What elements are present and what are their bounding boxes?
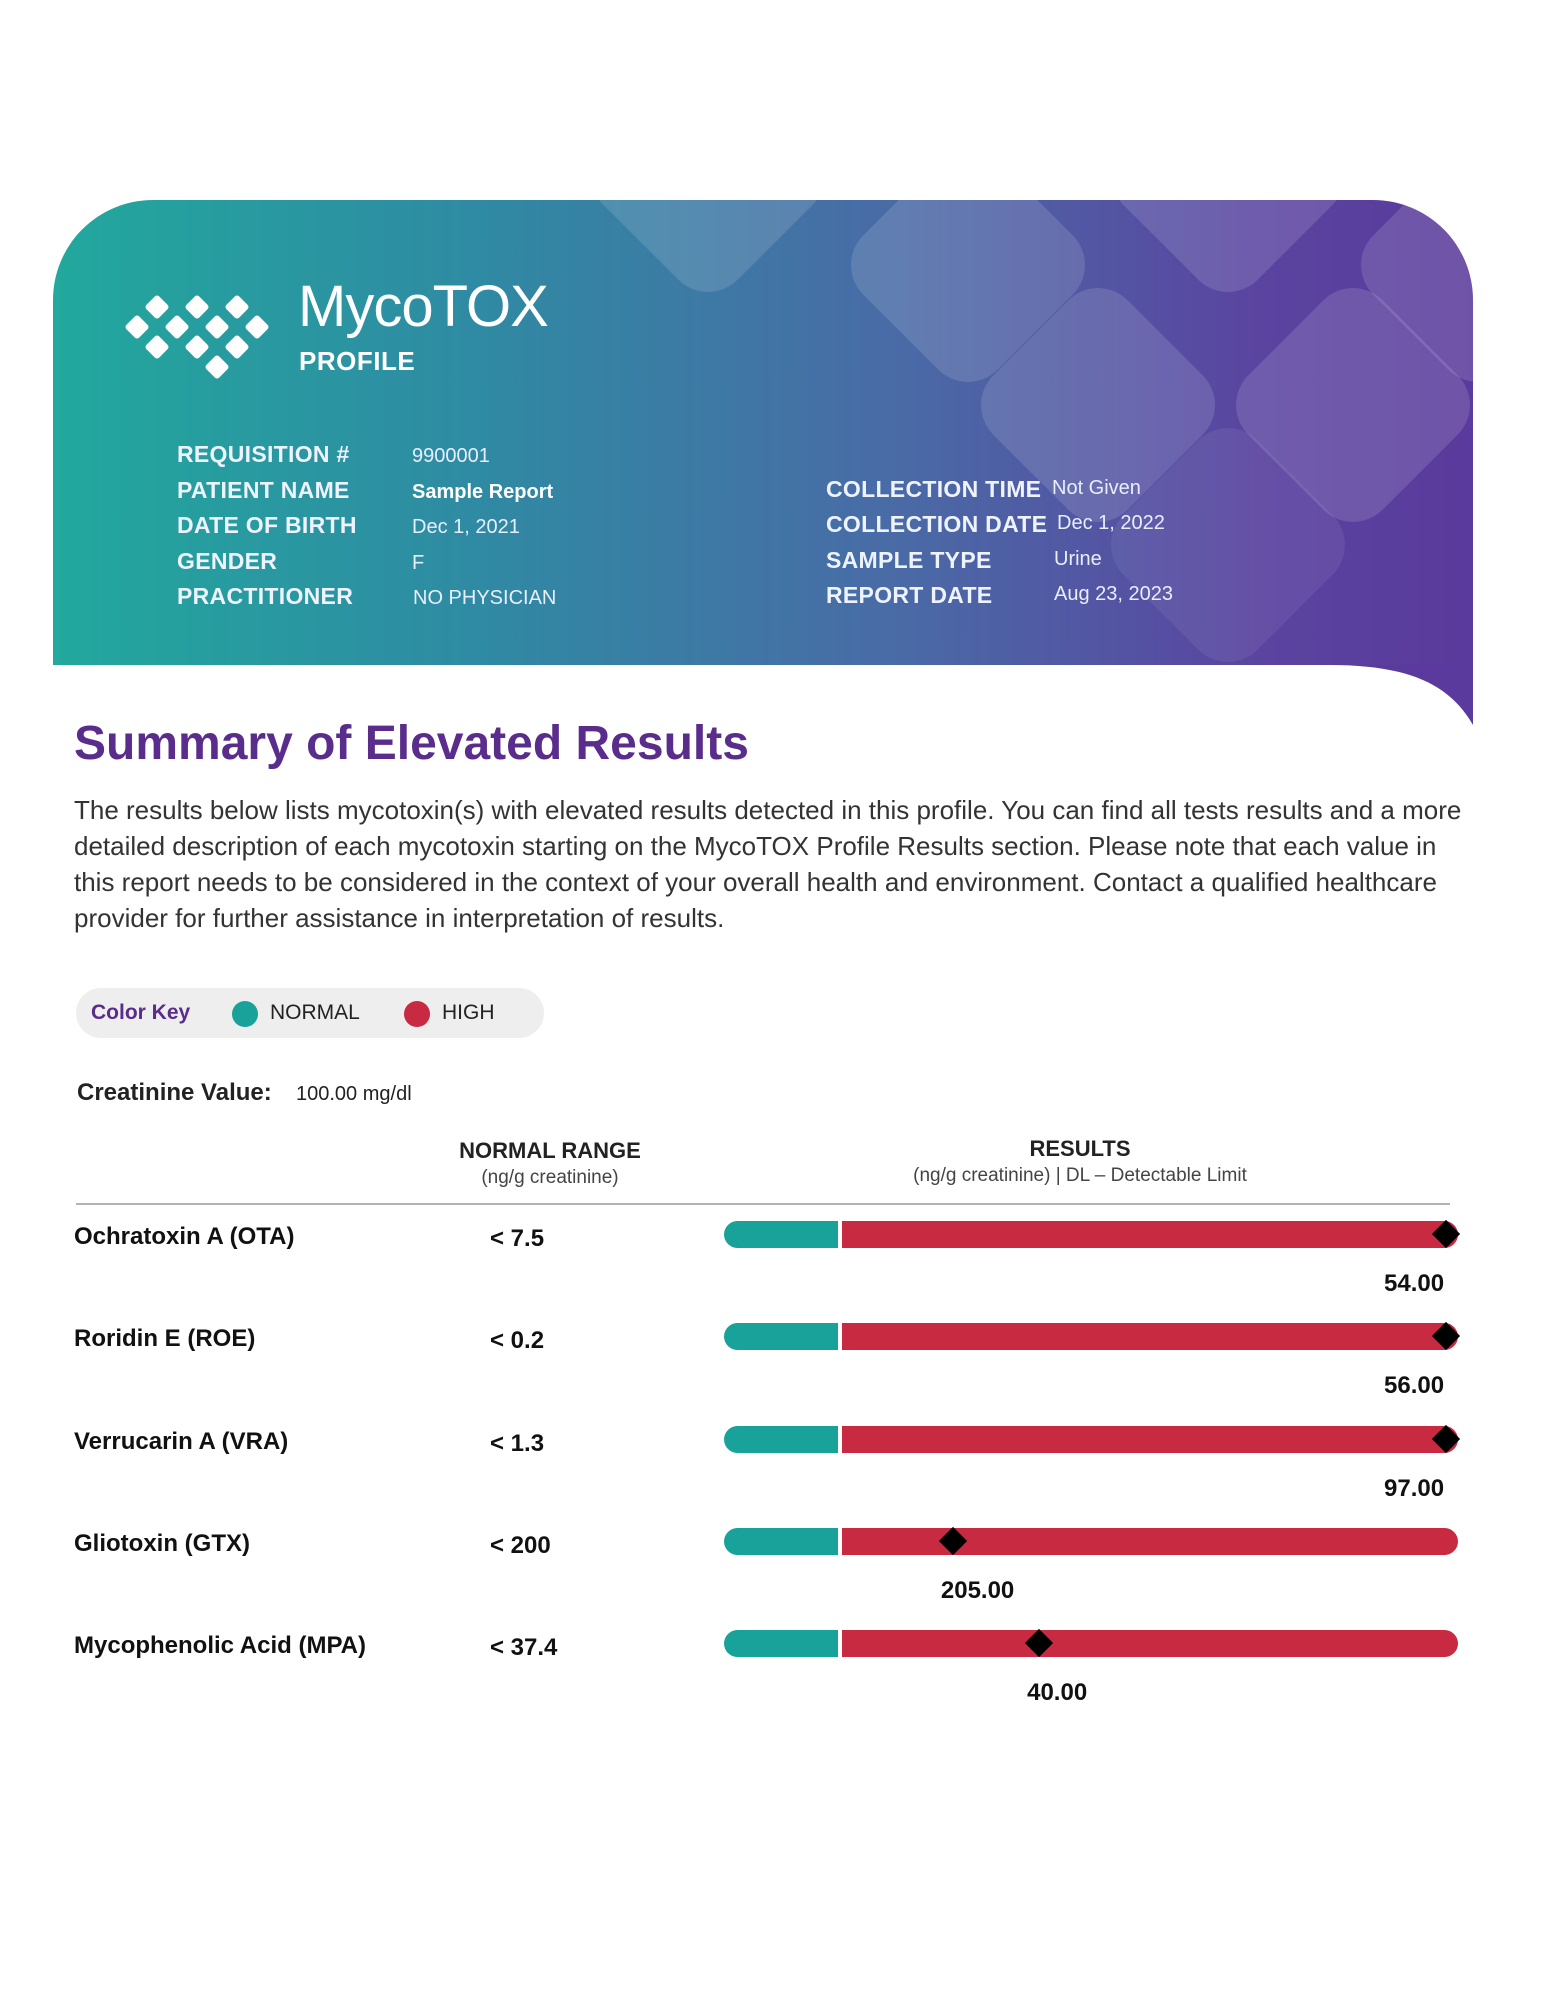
- gender-label: GENDER: [177, 548, 278, 574]
- requisition-label: REQUISITION #: [177, 441, 350, 467]
- results-units: (ng/g creatinine) | DL – Detectable Limi…: [913, 1165, 1247, 1186]
- collection-time-value: Not Given: [1052, 477, 1141, 499]
- patient-name-value: Sample Report: [412, 481, 554, 503]
- row-name: Ochratoxin A (OTA): [74, 1223, 295, 1250]
- normal-range-units: (ng/g creatinine): [481, 1167, 619, 1188]
- practitioner-value: NO PHYSICIAN: [413, 587, 557, 609]
- date-of-birth-label: DATE OF BIRTH: [177, 512, 357, 538]
- normal-range-title: NORMAL RANGE: [459, 1138, 641, 1163]
- gender-value: F: [412, 552, 425, 574]
- row-normal-range: < 37.4: [490, 1634, 558, 1661]
- high-bar: [842, 1323, 1458, 1350]
- normal-bar: [724, 1323, 838, 1350]
- creatinine-label: Creatinine Value:: [77, 1079, 272, 1106]
- high-bar: [842, 1426, 1458, 1453]
- summary-title: Summary of Elevated Results: [74, 717, 749, 770]
- high-dot-icon: [404, 1001, 430, 1027]
- color-key-label: Color Key: [91, 1001, 191, 1024]
- normal-dot-icon: [232, 1001, 258, 1027]
- normal-bar: [724, 1528, 838, 1555]
- report-header: [53, 200, 1473, 665]
- row-normal-range: < 1.3: [490, 1430, 545, 1457]
- sample-type-value: Urine: [1054, 548, 1102, 570]
- creatinine-value: 100.00 mg/dl: [296, 1083, 412, 1105]
- summary-description: The results below lists mycotoxin(s) wit…: [74, 795, 1462, 933]
- mycotox-logo-icon: [125, 295, 269, 379]
- high-bar: [842, 1221, 1458, 1248]
- row-normal-range: < 7.5: [490, 1225, 545, 1252]
- high-bar: [842, 1528, 1458, 1555]
- high-key-label: HIGH: [442, 1001, 495, 1024]
- normal-key-label: NORMAL: [270, 1001, 360, 1024]
- result-value: 40.00: [1027, 1679, 1088, 1706]
- brand-subtitle: PROFILE: [299, 346, 416, 376]
- normal-range-header: NORMAL RANGE (ng/g creatinine): [400, 1138, 700, 1188]
- result-value: 56.00: [1384, 1372, 1445, 1399]
- row-normal-range: < 200: [490, 1532, 551, 1559]
- header-curve: [1330, 665, 1473, 725]
- report-date-label: REPORT DATE: [826, 582, 993, 608]
- header-divider: [76, 1203, 1450, 1205]
- requisition-value: 9900001: [412, 445, 490, 467]
- header-decoration: [573, 200, 843, 310]
- header-decoration: [1093, 200, 1363, 310]
- brand-name: MycoTOX: [298, 274, 549, 339]
- result-value: 97.00: [1384, 1475, 1445, 1502]
- row-name: Verrucarin A (VRA): [74, 1428, 289, 1455]
- results-title: RESULTS: [1029, 1136, 1131, 1161]
- patient-name-label: PATIENT NAME: [177, 477, 350, 503]
- normal-bar: [724, 1221, 838, 1248]
- practitioner-label: PRACTITIONER: [177, 583, 354, 609]
- row-name: Roridin E (ROE): [74, 1325, 256, 1352]
- high-bar: [842, 1630, 1458, 1657]
- normal-bar: [724, 1426, 838, 1453]
- collection-time-label: COLLECTION TIME: [826, 476, 1042, 502]
- results-header: RESULTS (ng/g creatinine) | DL – Detecta…: [830, 1136, 1330, 1186]
- report-date-value: Aug 23, 2023: [1054, 583, 1173, 605]
- result-value: 54.00: [1384, 1270, 1445, 1297]
- normal-bar: [724, 1630, 838, 1657]
- color-key: Color Key NORMAL HIGH: [76, 988, 544, 1038]
- collection-date-label: COLLECTION DATE: [826, 511, 1048, 537]
- row-normal-range: < 0.2: [490, 1327, 545, 1354]
- date-of-birth-value: Dec 1, 2021: [412, 516, 520, 538]
- collection-date-value: Dec 1, 2022: [1057, 512, 1165, 534]
- result-value: 205.00: [940, 1577, 1015, 1604]
- row-name: Gliotoxin (GTX): [74, 1530, 250, 1557]
- sample-type-label: SAMPLE TYPE: [826, 547, 992, 573]
- row-name: Mycophenolic Acid (MPA): [74, 1632, 367, 1659]
